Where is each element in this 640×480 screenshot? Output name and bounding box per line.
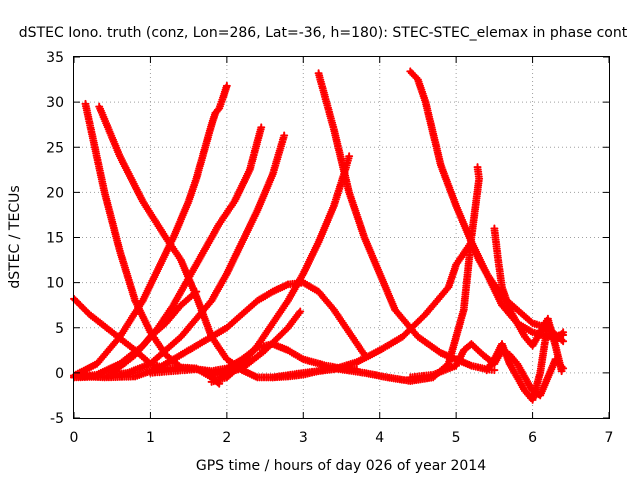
series-track-17 bbox=[482, 319, 568, 404]
y-axis-label: dSTEC / TECUs bbox=[7, 185, 23, 288]
plot-frame bbox=[73, 56, 610, 419]
y-tick-label: 15 bbox=[46, 231, 64, 247]
series-markers bbox=[207, 152, 354, 386]
y-tick-label: -5 bbox=[50, 411, 64, 427]
series-markers bbox=[108, 287, 201, 377]
y-tick-label: 5 bbox=[55, 321, 64, 337]
chart-title: dSTEC Iono. truth (conz, Lon=286, Lat=-3… bbox=[19, 25, 628, 41]
series-track-7 bbox=[108, 287, 201, 377]
x-tick-label: 4 bbox=[375, 430, 384, 446]
y-tick-label: 35 bbox=[46, 50, 64, 66]
x-tick-label: 1 bbox=[146, 430, 155, 446]
grid bbox=[74, 57, 609, 418]
x-tick-label: 5 bbox=[452, 430, 461, 446]
x-axis-label: GPS time / hours of day 026 of year 2014 bbox=[196, 458, 486, 474]
y-tick-label: 20 bbox=[46, 185, 64, 201]
series-markers bbox=[482, 319, 568, 404]
axis-ticks: 0 1 2 3 4 5 6 7 -5 0 5 10 15 20 25 30 35 bbox=[46, 50, 613, 446]
x-tick-label: 3 bbox=[299, 430, 308, 446]
series-track-10 bbox=[207, 152, 354, 386]
series-track-3 bbox=[95, 102, 354, 382]
y-tick-label: 0 bbox=[55, 366, 64, 382]
x-tick-label: 7 bbox=[605, 430, 614, 446]
x-tick-label: 0 bbox=[70, 430, 79, 446]
x-tick-label: 6 bbox=[528, 430, 537, 446]
series-markers bbox=[95, 102, 354, 382]
y-tick-label: 30 bbox=[46, 95, 64, 111]
y-tick-label: 10 bbox=[46, 276, 64, 292]
y-tick-label: 25 bbox=[46, 140, 64, 156]
x-tick-label: 2 bbox=[222, 430, 231, 446]
series-track-13 bbox=[406, 67, 568, 346]
series-layer bbox=[70, 67, 568, 404]
series-markers bbox=[406, 67, 568, 346]
